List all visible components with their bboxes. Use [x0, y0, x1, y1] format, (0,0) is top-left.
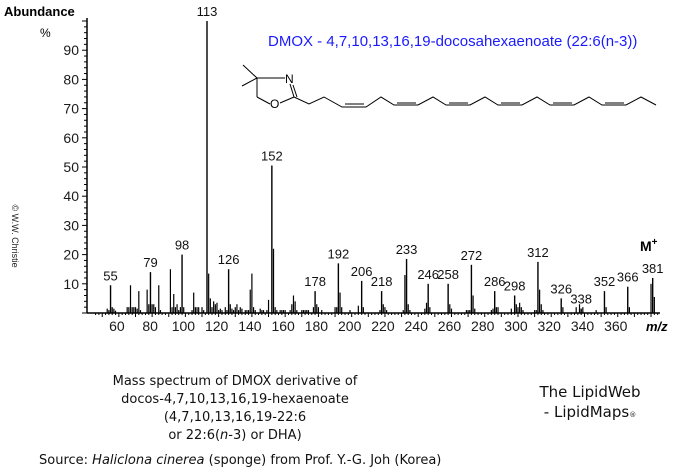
chart-title: DMOX - 4,7,10,13,16,19-docosahexaenoate … [268, 33, 637, 50]
peak-label-312: 312 [527, 245, 549, 260]
y-axis-unit: % [40, 26, 51, 40]
x-axis: 60 80 100 120 140 160 180 200 220 240 260 280 300 320… [87, 312, 660, 334]
peak-label-326: 326 [550, 281, 572, 296]
x-axis-title: m/z [646, 319, 668, 334]
peak-label-126: 126 [218, 252, 240, 267]
x-tick-label: 240 [405, 318, 429, 334]
y-tick-label: 90 [63, 42, 79, 58]
caption-line-3: or 22:6(n-3) or DHA) [168, 428, 302, 443]
peak-label-381: 381 [642, 261, 664, 276]
peak-labels: 5579981131261521781922062182332462582722… [103, 4, 663, 307]
copyright-text: © W.W. Christie [10, 204, 20, 267]
peak-label-233: 233 [396, 242, 418, 257]
source-credit: Source: Haliclona cinerea (sponge) from … [39, 453, 442, 468]
x-tick-label: 180 [305, 318, 329, 334]
y-axis-title: Abundance [4, 4, 75, 19]
x-tick-label: 220 [371, 318, 395, 334]
peak-label-272: 272 [461, 248, 483, 263]
y-tick-label: 40 [63, 188, 79, 204]
nitrogen-atom: N [285, 72, 294, 86]
x-tick-label: 360 [604, 318, 628, 334]
x-tick-label: 280 [471, 318, 495, 334]
peak-label-178: 178 [304, 274, 326, 289]
y-axis: 10 20 30 40 50 60 70 80 90 [63, 18, 88, 314]
lipidweb-brand: The LipidWeb - LipidMaps® [520, 382, 660, 425]
peak-label-286: 286 [484, 274, 506, 289]
peak-label-98: 98 [175, 238, 189, 253]
peak-label-152: 152 [261, 149, 283, 164]
y-tick-label: 80 [63, 71, 79, 87]
y-tick-label: 10 [63, 276, 79, 292]
x-tick-label: 300 [504, 318, 528, 334]
peak-label-258: 258 [437, 267, 459, 282]
x-tick-label: 160 [271, 318, 295, 334]
x-tick-label: 100 [172, 318, 196, 334]
molecular-ion-label: M+ [640, 237, 658, 254]
y-tick-label: 30 [63, 217, 79, 233]
peak-label-352: 352 [594, 274, 616, 289]
x-tick-label: 80 [142, 318, 158, 334]
peak-label-206: 206 [351, 264, 373, 279]
y-tick-label: 70 [63, 101, 79, 117]
peak-label-79: 79 [143, 255, 157, 270]
y-tick-label: 50 [63, 159, 79, 175]
caption-line-2: docos-4,7,10,13,16,19-hexaenoate (4,7,10… [121, 392, 349, 425]
oxygen-atom: O [270, 97, 279, 111]
y-tick-label: 20 [63, 247, 79, 263]
x-tick-label: 140 [238, 318, 262, 334]
species-name: Haliclona cinerea [92, 453, 205, 468]
x-tick-label: 60 [109, 318, 125, 334]
brand-line-1: The LipidWeb [539, 383, 641, 401]
brand-line-2: - LipidMaps® [543, 403, 637, 421]
peak-label-246: 246 [417, 267, 439, 282]
peak-label-298: 298 [504, 278, 526, 293]
peak-label-366: 366 [617, 270, 639, 285]
peak-label-55: 55 [103, 268, 117, 283]
dmox-structure-diagram [241, 64, 657, 108]
x-tick-label: 320 [538, 318, 562, 334]
y-tick-label: 60 [63, 130, 79, 146]
x-tick-label: 340 [571, 318, 595, 334]
peak-label-218: 218 [371, 274, 393, 289]
x-tick-label: 200 [338, 318, 362, 334]
peak-label-338: 338 [570, 292, 592, 307]
peak-label-113: 113 [197, 4, 218, 19]
x-tick-label: 260 [438, 318, 462, 334]
x-tick-label: 120 [205, 318, 229, 334]
spectrum-peaks [106, 21, 655, 313]
peak-label-192: 192 [328, 246, 350, 261]
caption-line-1: Mass spectrum of DMOX derivative of [112, 374, 358, 389]
figure-caption: Mass spectrum of DMOX derivative of doco… [70, 373, 400, 445]
